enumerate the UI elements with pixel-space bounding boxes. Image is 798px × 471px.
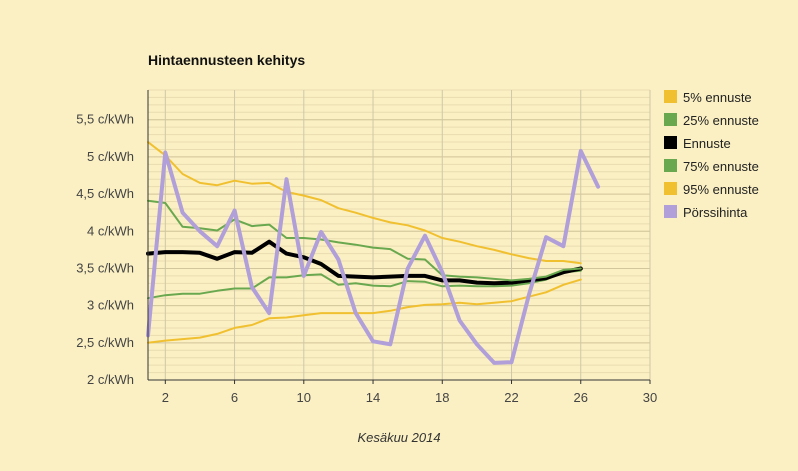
series-line-5-ennuste	[147, 278, 582, 344]
y-tick-label: 4,5 c/kWh	[76, 186, 134, 201]
legend-label-75-ennuste: 75% ennuste	[683, 159, 759, 174]
y-axis-tick-labels: 2 c/kWh 2,5 c/kWh 3 c/kWh 3,5 c/kWh 4 c/kWh 4…	[76, 112, 134, 387]
chart-title: Hintaennusteen kehitys	[148, 52, 305, 68]
y-tick-label: 3 c/kWh	[87, 298, 134, 313]
x-tick-label: 10	[297, 390, 311, 405]
series-line-95-ennuste	[147, 141, 582, 265]
series-line-25-ennuste	[147, 269, 582, 300]
series-line-ennuste	[146, 239, 583, 286]
x-tick-label: 30	[643, 390, 657, 405]
legend-swatch-95-ennuste	[664, 182, 677, 195]
axes	[147, 90, 651, 384]
legend-label-p-rssihinta: Pörssihinta	[683, 205, 748, 220]
y-tick-label: 4 c/kWh	[87, 223, 134, 238]
legend: 5% ennuste 25% ennuste Ennuste 75% ennuste 9…	[664, 90, 759, 220]
y-tick-label: 3,5 c/kWh	[76, 260, 134, 275]
legend-swatch-ennuste	[664, 136, 677, 149]
y-tick-label: 5,5 c/kWh	[76, 112, 134, 127]
x-tick-label: 6	[231, 390, 238, 405]
y-tick-label: 5 c/kWh	[87, 149, 134, 164]
legend-swatch-75-ennuste	[664, 159, 677, 172]
legend-label-5-ennuste: 5% ennuste	[683, 90, 752, 105]
x-axis-label: Kesäkuu 2014	[357, 430, 440, 445]
series-lines	[146, 141, 601, 365]
legend-label-95-ennuste: 95% ennuste	[683, 182, 759, 197]
legend-swatch-5-ennuste	[664, 90, 677, 103]
x-tick-label: 26	[574, 390, 588, 405]
x-tick-label: 18	[435, 390, 449, 405]
legend-swatch-25-ennuste	[664, 113, 677, 126]
legend-label-25-ennuste: 25% ennuste	[683, 113, 759, 128]
series-line-p-rssihinta	[146, 149, 601, 365]
x-tick-label: 14	[366, 390, 380, 405]
legend-swatch-p-rssihinta	[664, 205, 677, 218]
y-tick-label: 2 c/kWh	[87, 372, 134, 387]
series-line-75-ennuste	[147, 199, 582, 282]
y-tick-label: 2,5 c/kWh	[76, 335, 134, 350]
x-tick-label: 22	[504, 390, 518, 405]
x-tick-label: 2	[162, 390, 169, 405]
x-axis-tick-labels: 2 6 10 14 18 22 26 30	[162, 390, 658, 405]
legend-label-ennuste: Ennuste	[683, 136, 731, 151]
